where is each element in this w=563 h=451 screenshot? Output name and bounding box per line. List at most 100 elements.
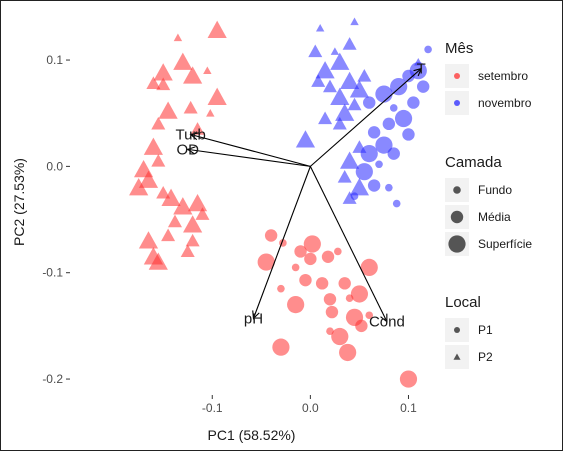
legend-label-fundo: Fundo	[478, 183, 512, 197]
data-point-setembro-p1	[264, 229, 278, 242]
data-point-novembro-p1	[382, 117, 396, 131]
data-point-novembro-p1	[367, 126, 381, 139]
legend-key-novembro	[454, 100, 460, 106]
loading-arrowhead-od	[186, 146, 196, 155]
data-point-setembro-p2	[156, 77, 171, 91]
data-point-novembro-p2	[350, 17, 359, 26]
data-point-novembro-p2	[349, 80, 370, 98]
loading-vector-od	[187, 148, 311, 167]
legend-title-local: Local	[445, 294, 481, 311]
loading-vector-t	[310, 68, 422, 167]
data-point-setembro-p2	[151, 116, 166, 130]
y-tick-label: -0.1	[42, 266, 63, 280]
data-point-novembro-p1	[363, 96, 376, 109]
data-point-novembro-p1	[424, 45, 432, 54]
data-point-setembro-p2	[138, 170, 159, 188]
data-point-novembro-p2	[308, 44, 323, 58]
loading-arrowhead-t	[413, 67, 423, 77]
data-point-setembro-p1	[321, 250, 335, 263]
data-point-setembro-p1	[399, 370, 418, 388]
loading-label-t: T	[417, 61, 426, 78]
data-point-novembro-p2	[295, 130, 316, 148]
data-point-setembro-p2	[148, 252, 168, 270]
data-point-setembro-p1	[323, 293, 337, 306]
data-point-setembro-p1	[338, 277, 351, 290]
data-point-novembro-p1	[375, 85, 393, 103]
data-point-novembro-p1	[375, 136, 393, 154]
data-point-setembro-p2	[153, 63, 173, 81]
loading-label-ph: pH	[244, 310, 263, 327]
x-tick-label: -0.1	[202, 401, 223, 415]
data-point-setembro-p2	[173, 33, 183, 42]
data-point-novembro-p2	[330, 47, 340, 55]
data-point-setembro-p2	[143, 137, 163, 155]
x-tick-label: 0.1	[400, 401, 417, 415]
y-axis-title: PC2 (27.53%)	[11, 158, 27, 246]
data-point-novembro-p1	[407, 96, 420, 109]
data-point-setembro-p1	[277, 284, 285, 293]
data-point-novembro-p2	[330, 87, 350, 105]
legend-label-setembro: setembro	[478, 69, 528, 83]
data-point-novembro-p2	[340, 151, 360, 169]
data-point-setembro-p1	[272, 338, 290, 356]
data-point-setembro-p1	[315, 277, 329, 290]
legend-label-p2: P2	[478, 350, 493, 364]
data-point-setembro-p1	[334, 247, 342, 256]
data-point-novembro-p2	[332, 116, 347, 130]
data-point-setembro-p2	[187, 193, 208, 212]
data-point-novembro-p2	[315, 23, 325, 32]
data-point-setembro-p1	[355, 319, 368, 333]
data-point-setembro-p2	[156, 185, 171, 199]
data-point-setembro-p2	[185, 233, 200, 247]
data-point-setembro-p1	[350, 285, 369, 303]
data-point-novembro-p1	[416, 80, 430, 93]
data-point-novembro-p1	[355, 163, 373, 181]
data-point-novembro-p2	[322, 79, 337, 93]
loading-label-od: OD	[176, 141, 199, 158]
data-point-setembro-p1	[331, 327, 349, 346]
data-point-novembro-p2	[335, 103, 355, 121]
data-point-setembro-p1	[360, 258, 378, 276]
data-point-novembro-p1	[389, 104, 398, 112]
data-point-setembro-p2	[167, 214, 182, 228]
loading-arrowhead-cond	[380, 313, 388, 323]
data-point-setembro-p2	[158, 101, 178, 119]
data-point-novembro-p1	[385, 183, 393, 192]
data-point-setembro-p2	[138, 231, 159, 249]
data-point-novembro-p2	[342, 191, 357, 204]
data-point-novembro-p2	[311, 74, 326, 87]
data-point-novembro-p2	[330, 52, 350, 70]
data-point-setembro-p2	[207, 20, 227, 38]
y-tick-label: -0.2	[42, 372, 63, 386]
data-point-setembro-p1	[326, 327, 334, 335]
loading-arrowhead-ph	[252, 310, 260, 320]
data-point-setembro-p2	[195, 207, 210, 220]
data-point-setembro-p1	[291, 263, 300, 272]
y-tick-label: 0.0	[46, 159, 63, 173]
legend-label-média: Média	[478, 210, 511, 224]
legend-key-p2	[453, 353, 461, 360]
data-point-novembro-p1	[390, 78, 408, 96]
data-point-novembro-p1	[375, 160, 383, 169]
data-point-novembro-p1	[367, 179, 381, 192]
data-point-setembro-p2	[207, 87, 227, 105]
data-point-setembro-p1	[339, 343, 357, 362]
data-point-setembro-p2	[183, 215, 203, 233]
data-point-setembro-p1	[345, 294, 354, 303]
legend-key-média	[450, 210, 464, 224]
data-point-novembro-p1	[360, 145, 378, 163]
x-axis-title: PC1 (58.52%)	[208, 427, 296, 443]
data-point-setembro-p2	[183, 66, 203, 84]
data-point-setembro-p2	[203, 66, 212, 75]
data-point-setembro-p2	[151, 154, 166, 167]
data-point-novembro-p1	[402, 128, 415, 141]
data-point-setembro-p2	[161, 228, 176, 242]
data-point-novembro-p1	[350, 192, 359, 200]
data-point-setembro-p1	[304, 252, 317, 266]
data-point-setembro-p2	[161, 188, 181, 206]
loading-vector-cond	[309, 166, 388, 322]
legend-key-setembro	[454, 73, 460, 79]
data-point-setembro-p2	[183, 100, 198, 114]
